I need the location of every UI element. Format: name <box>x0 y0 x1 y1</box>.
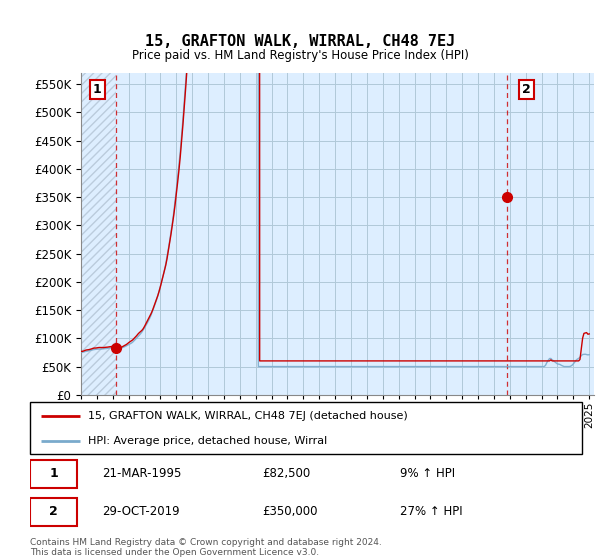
Text: 2: 2 <box>49 505 58 518</box>
Text: £350,000: £350,000 <box>262 505 317 518</box>
Text: 29-OCT-2019: 29-OCT-2019 <box>102 505 179 518</box>
Text: 2: 2 <box>522 83 530 96</box>
FancyBboxPatch shape <box>30 460 77 488</box>
Text: Price paid vs. HM Land Registry's House Price Index (HPI): Price paid vs. HM Land Registry's House … <box>131 49 469 62</box>
Text: 9% ↑ HPI: 9% ↑ HPI <box>400 468 455 480</box>
Text: 21-MAR-1995: 21-MAR-1995 <box>102 468 181 480</box>
Text: HPI: Average price, detached house, Wirral: HPI: Average price, detached house, Wirr… <box>88 436 327 446</box>
Text: 15, GRAFTON WALK, WIRRAL, CH48 7EJ (detached house): 15, GRAFTON WALK, WIRRAL, CH48 7EJ (deta… <box>88 411 408 421</box>
Text: Contains HM Land Registry data © Crown copyright and database right 2024.
This d: Contains HM Land Registry data © Crown c… <box>30 538 382 557</box>
Text: 1: 1 <box>93 83 101 96</box>
Text: 1: 1 <box>49 468 58 480</box>
Text: 15, GRAFTON WALK, WIRRAL, CH48 7EJ: 15, GRAFTON WALK, WIRRAL, CH48 7EJ <box>145 34 455 49</box>
FancyBboxPatch shape <box>30 498 77 525</box>
Text: 27% ↑ HPI: 27% ↑ HPI <box>400 505 463 518</box>
Text: £82,500: £82,500 <box>262 468 310 480</box>
